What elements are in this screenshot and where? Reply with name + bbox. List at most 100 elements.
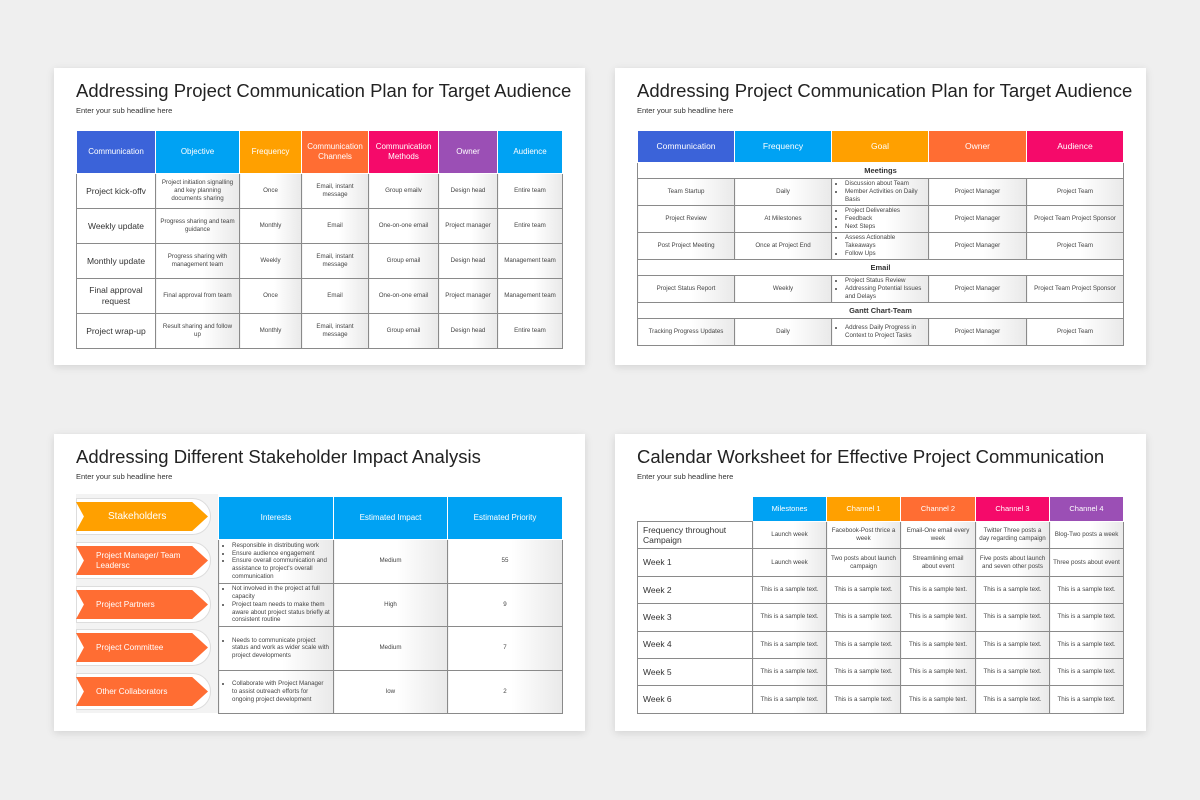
- bullet-item: Discussion about Team: [845, 180, 925, 188]
- bullet-item: Responsible in distributing work: [232, 542, 330, 550]
- table-cell: Entire team: [497, 313, 563, 349]
- bullet-list: Discussion about TeamMember Activities o…: [835, 180, 925, 203]
- slide-calendar-worksheet[interactable]: Calendar Worksheet for Effective Project…: [615, 434, 1146, 731]
- slide-title: Calendar Worksheet for Effective Project…: [637, 446, 1105, 467]
- bullet-item: Collaborate with Project Manager to assi…: [232, 680, 330, 703]
- column-header: Communication Channels: [301, 130, 369, 174]
- table-cell: Two posts about launch campaign: [826, 548, 901, 577]
- bullet-item: Assess Actionable Takeaways: [845, 234, 925, 250]
- table-cell: This is a sample text.: [975, 685, 1050, 714]
- table-cell: Email: [301, 278, 369, 314]
- table-cell: This is a sample text.: [900, 575, 976, 605]
- goal-cell: Project Status ReviewAddressing Potentia…: [831, 275, 929, 303]
- bullet-list: Project Status ReviewAddressing Potentia…: [835, 277, 925, 300]
- table-cell: Project initiation signalling and key pl…: [155, 173, 240, 209]
- column-header: Frequency: [239, 130, 302, 174]
- table-row: Project kick-offv Project initiation sign…: [76, 173, 563, 209]
- column-header: Estimated Priority: [447, 496, 563, 540]
- communication-cell: Tracking Progress Updates: [637, 318, 735, 346]
- column-header: Communication: [76, 130, 156, 174]
- table-row: Responsible in distributing workEnsure a…: [218, 539, 563, 584]
- communication-cell: Post Project Meeting: [637, 232, 735, 260]
- table-cell: Once: [239, 278, 302, 314]
- bullet-item: Member Activities on Daily Basis: [845, 188, 925, 204]
- stakeholder-arrow: Other Collaborators: [76, 673, 211, 710]
- table-cell: Group email: [368, 243, 439, 279]
- slide-stakeholder-impact[interactable]: Addressing Different Stakeholder Impact …: [54, 434, 585, 731]
- column-header: Audience: [497, 130, 563, 174]
- table-cell: Design head: [438, 173, 498, 209]
- impact-cell: low: [333, 669, 448, 714]
- bullet-list: Project DeliverablesFeedbackNext Steps: [835, 207, 925, 230]
- column-header: Owner: [928, 130, 1027, 163]
- interests-cell: Not involved in the project at full capa…: [218, 582, 334, 627]
- slide-title: Addressing Different Stakeholder Impact …: [76, 446, 481, 467]
- interests-cell: Responsible in distributing workEnsure a…: [218, 539, 334, 584]
- bullet-item: Ensure audience engagement: [232, 550, 330, 558]
- arrow-shape: [76, 677, 208, 706]
- bullet-list: Assess Actionable TakeawaysFollow Ups: [835, 234, 925, 257]
- slide-communication-plan-2[interactable]: Addressing Project Communication Plan fo…: [615, 68, 1146, 365]
- frequency-cell: Once at Project End: [734, 232, 832, 260]
- stakeholder-label: Other Collaborators: [96, 686, 168, 696]
- table-cell: This is a sample text.: [900, 657, 976, 687]
- table-cell: Group emailv: [368, 173, 439, 209]
- stakeholder-label: Stakeholders: [108, 510, 167, 522]
- impact-cell: Medium: [333, 539, 448, 584]
- arrow-shape: [76, 502, 208, 531]
- table-row: Needs to communicate project status and …: [218, 626, 563, 671]
- row-label: Week 2: [637, 575, 753, 605]
- table-cell: Streamlining email about event: [900, 548, 976, 577]
- slide-title: Addressing Project Communication Plan fo…: [76, 80, 572, 101]
- table-cell: This is a sample text.: [826, 630, 901, 659]
- bullet-item: Address Daily Progress in Context to Pro…: [845, 324, 925, 340]
- communication-plan-table: Communication Objective Frequency Communica…: [76, 130, 563, 349]
- table-row: Frequency throughout Campaign Launch week…: [637, 520, 1124, 550]
- table-cell: Email, instant message: [301, 173, 369, 209]
- table-cell: This is a sample text.: [975, 630, 1050, 659]
- row-label: Week 5: [637, 657, 753, 687]
- impact-cell: Medium: [333, 626, 448, 671]
- row-label: Week 6: [637, 685, 753, 714]
- bullet-item: Needs to communicate project status and …: [232, 637, 330, 660]
- table-cell: This is a sample text.: [752, 603, 827, 632]
- section-row: Gantt Chart-Team: [637, 302, 1124, 319]
- table-row: Week 6 This is a sample text. This is a sa…: [637, 685, 1124, 714]
- goal-cell: Discussion about TeamMember Activities o…: [831, 178, 929, 206]
- table-row: Project wrap-up Result sharing and follow…: [76, 313, 563, 349]
- bullet-item: Project Status Review: [845, 277, 925, 285]
- frequency-cell: Daily: [734, 318, 832, 346]
- column-header: Estimated Impact: [333, 496, 448, 540]
- table-row: Not involved in the project at full capa…: [218, 582, 563, 627]
- bullet-list: Not involved in the project at full capa…: [222, 585, 330, 624]
- table-cell: This is a sample text.: [975, 575, 1050, 605]
- column-header: Channel 1: [826, 496, 901, 522]
- header-row: Interests Estimated Impact Estimated Prior…: [218, 496, 563, 540]
- interests-cell: Needs to communicate project status and …: [218, 626, 334, 671]
- table-cell: Once: [239, 173, 302, 209]
- goal-cell: Address Daily Progress in Context to Pro…: [831, 318, 929, 346]
- row-label: Project kick-offv: [76, 173, 156, 209]
- communication-cell: Team Startup: [637, 178, 735, 206]
- slide-communication-plan-1[interactable]: Addressing Project Communication Plan fo…: [54, 68, 585, 365]
- bullet-list: Needs to communicate project status and …: [222, 637, 330, 660]
- table-cell: Entire team: [497, 173, 563, 209]
- table-row: Collaborate with Project Manager to assi…: [218, 669, 563, 714]
- table-cell: This is a sample text.: [975, 657, 1050, 687]
- audience-cell: Project Team: [1026, 232, 1124, 260]
- stakeholder-impact-table: Interests Estimated Impact Estimated Prior…: [218, 496, 563, 714]
- table-cell: Facebook-Post thrice a week: [826, 520, 901, 550]
- column-header: Objective: [155, 130, 240, 174]
- header-row: Communication Objective Frequency Communica…: [76, 130, 563, 174]
- column-header: Communication Methods: [368, 130, 439, 174]
- arrow-shape: [76, 546, 208, 575]
- table-cell: This is a sample text.: [752, 575, 827, 605]
- priority-cell: 2: [447, 669, 563, 714]
- stakeholders-header-arrow: Stakeholders: [76, 498, 211, 535]
- table-cell: This is a sample text.: [752, 630, 827, 659]
- communication-plan-table: Communication Frequency Goal Owner Audience M…: [637, 130, 1124, 346]
- column-header: Frequency: [734, 130, 832, 163]
- row-label: Project wrap-up: [76, 313, 156, 349]
- table-row: Week 3 This is a sample text. This is a sa…: [637, 603, 1124, 632]
